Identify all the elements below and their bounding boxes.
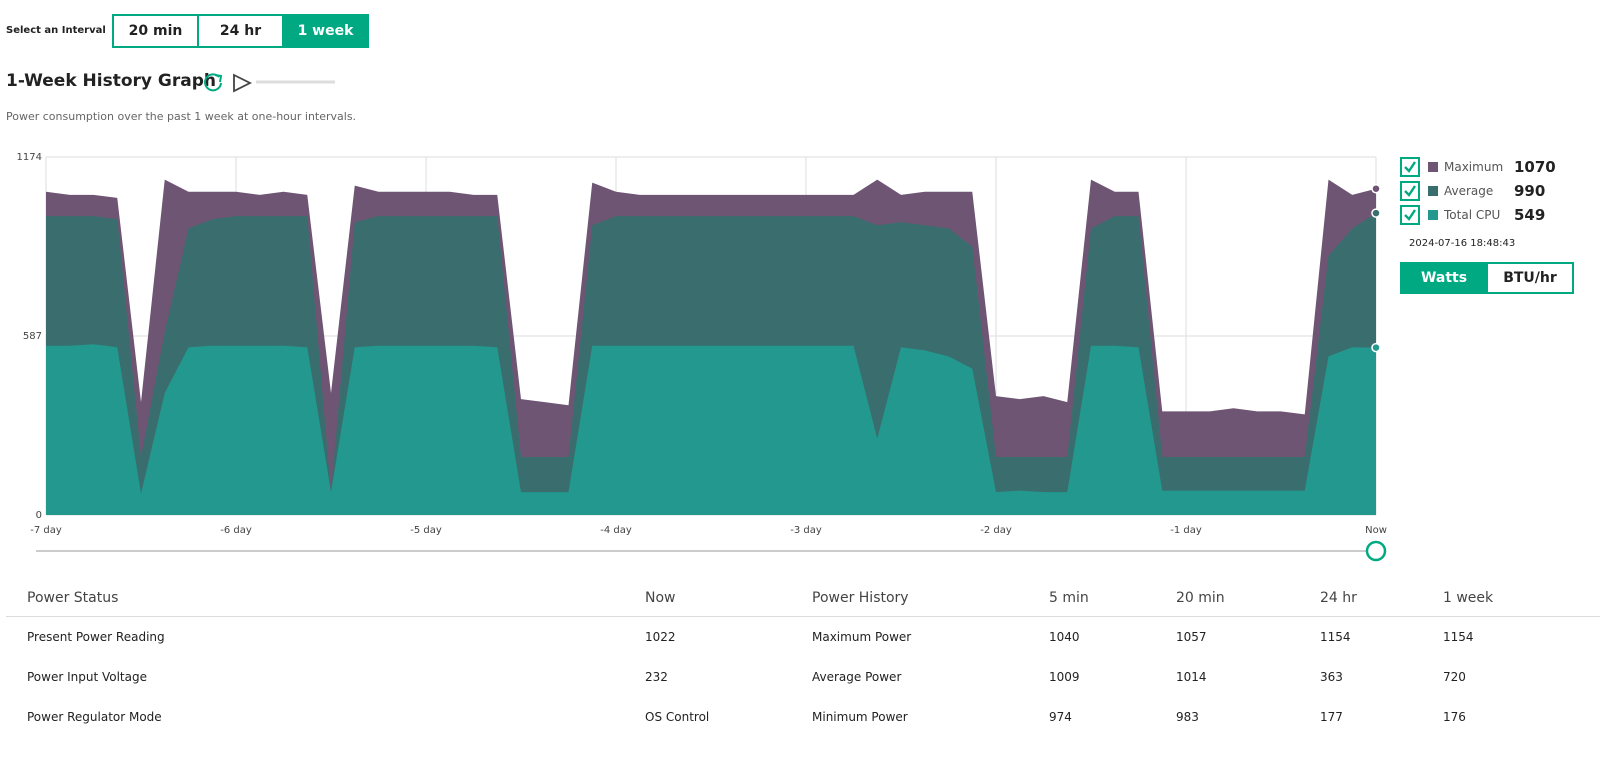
graph-description: Power consumption over the past 1 week a… <box>6 110 357 123</box>
y-tick-label: 587 <box>23 331 42 342</box>
table-cell: OS Control <box>645 710 710 724</box>
x-tick-label: -6 day <box>220 525 252 536</box>
table-cell: 1057 <box>1176 630 1207 644</box>
check-mark <box>1404 185 1416 197</box>
table-cell: Minimum Power <box>812 710 908 724</box>
area-series <box>46 344 1376 515</box>
unit-toggle: Watts BTU/hr <box>1400 262 1574 294</box>
table-cell: 983 <box>1176 710 1199 724</box>
legend-swatch <box>1428 186 1438 196</box>
table-cell: 1009 <box>1049 670 1080 684</box>
table-cell: 1154 <box>1443 630 1474 644</box>
header-cell: 5 min <box>1049 590 1089 606</box>
legend-name: Maximum <box>1444 160 1504 174</box>
header-cell: 24 hr <box>1320 590 1357 606</box>
current-point <box>1371 342 1381 353</box>
table-cell: Power Regulator Mode <box>27 710 162 724</box>
table-cell: Average Power <box>812 670 902 684</box>
chart: 0 587 1174 -7 day -6 day -5 day -4 day -3 day -2… <box>17 152 1387 562</box>
interval-label: Select an Interval <box>6 25 106 36</box>
table-cell: 1040 <box>1049 630 1080 644</box>
x-tick-label: Now <box>1365 525 1387 536</box>
legend-entry: Maximum 1070 <box>1400 155 1556 179</box>
graph-controls <box>204 73 335 93</box>
x-tick-label: -5 day <box>410 525 442 536</box>
legend-checkbox[interactable] <box>1400 205 1420 225</box>
y-tick-label: 1174 <box>17 152 42 163</box>
table-cell: Maximum Power <box>812 630 912 644</box>
legend-entry: Total CPU 549 <box>1400 203 1556 227</box>
current-point <box>1371 183 1381 194</box>
legend-name: Total CPU <box>1444 208 1501 222</box>
unit-button[interactable]: BTU/hr <box>1486 262 1574 294</box>
table-cell: Present Power Reading <box>27 630 165 644</box>
header-cell: Power Status <box>27 590 119 606</box>
x-tick-label: -4 day <box>600 525 632 536</box>
check-mark <box>1404 161 1416 173</box>
unit-button[interactable]: Watts <box>1400 262 1488 294</box>
current-point <box>1371 208 1381 218</box>
header-cell: Now <box>645 590 676 606</box>
table-cell: 974 <box>1049 710 1072 724</box>
legend: Maximum 1070 Average 990 Total CPU 549 <box>1400 155 1556 227</box>
power-table: Power Status Now Power History 5 min 20 min 2… <box>6 580 1600 737</box>
interval-button[interactable]: 24 hr <box>197 14 284 48</box>
legend-swatch <box>1428 162 1438 172</box>
table-cell: 363 <box>1320 670 1343 684</box>
x-tick-label: -2 day <box>980 525 1012 536</box>
graph-title: 1-Week History Graph <box>6 71 216 91</box>
header-cell: 20 min <box>1176 590 1225 606</box>
table-header: Power Status Now Power History 5 min 20 min 2… <box>6 580 1600 617</box>
table-row: Present Power Reading 1022 Maximum Power 10… <box>6 617 1600 657</box>
legend-name: Average <box>1444 184 1494 198</box>
legend-value: 1070 <box>1514 158 1556 176</box>
legend-checkbox[interactable] <box>1400 181 1420 201</box>
table-cell: 1154 <box>1320 630 1351 644</box>
table-cell: 720 <box>1443 670 1466 684</box>
legend-value: 549 <box>1514 206 1546 224</box>
table-cell: Power Input Voltage <box>27 670 147 684</box>
check-mark <box>1404 209 1416 221</box>
x-tick-label: -1 day <box>1170 525 1202 536</box>
legend-value: 990 <box>1514 182 1546 200</box>
table-cell: 1014 <box>1176 670 1207 684</box>
table-cell: 177 <box>1320 710 1343 724</box>
timestamp: 2024-07-16 18:48:43 <box>1409 238 1516 249</box>
table-cell: 1022 <box>645 630 676 644</box>
table-row: Power Regulator Mode OS Control Minimum Po… <box>6 697 1600 737</box>
x-tick-label: -7 day <box>30 525 62 536</box>
table-cell: 232 <box>645 670 668 684</box>
table-cell: 176 <box>1443 710 1466 724</box>
legend-entry: Average 990 <box>1400 179 1556 203</box>
play-icon[interactable] <box>233 73 253 93</box>
table-row: Power Input Voltage 232 Average Power 1009 1… <box>6 657 1600 697</box>
legend-checkbox[interactable] <box>1400 157 1420 177</box>
legend-swatch <box>1428 210 1438 220</box>
time-slider-handle[interactable] <box>1365 540 1387 562</box>
interval-buttons: 20 min 24 hr 1 week <box>112 14 369 48</box>
y-tick-label: 0 <box>36 510 42 521</box>
refresh-icon[interactable] <box>204 73 223 92</box>
interval-button[interactable]: 1 week <box>282 14 369 48</box>
interval-button[interactable]: 20 min <box>112 14 199 48</box>
header-cell: 1 week <box>1443 590 1494 606</box>
header-cell: Power History <box>812 590 909 606</box>
x-tick-label: -3 day <box>790 525 822 536</box>
